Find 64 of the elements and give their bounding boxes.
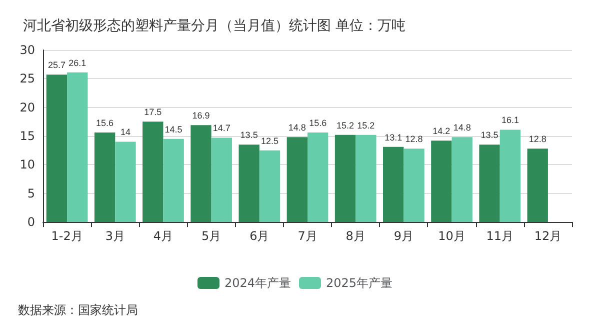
data-label: 13.1 [384, 132, 402, 142]
y-tick-label: 0 [27, 215, 35, 229]
chart-title: 河北省初级形态的塑料产量分月（当月值）统计图 单位：万吨 [23, 18, 406, 34]
y-tick-label: 5 [27, 186, 35, 200]
data-label: 12.5 [260, 136, 279, 146]
bar [383, 146, 404, 222]
data-label: 15.6 [96, 118, 114, 128]
x-tick-label: 4月 [153, 229, 174, 243]
bar [67, 72, 88, 222]
bar [452, 137, 472, 222]
y-tick-label: 20 [20, 100, 35, 114]
x-tick-label: 3月 [105, 229, 125, 243]
bar [404, 148, 424, 222]
data-label: 15.2 [357, 120, 375, 130]
data-label: 25.7 [48, 60, 66, 70]
bar [259, 150, 280, 222]
bar [142, 122, 164, 222]
bar [190, 125, 212, 222]
data-label: 14.5 [164, 124, 182, 134]
x-tick-label: 1-2月 [51, 229, 83, 243]
data-label: 16.9 [192, 110, 210, 121]
data-label: 16.1 [501, 115, 519, 126]
y-tick-label: 15 [20, 129, 35, 143]
bar [115, 142, 136, 222]
x-tick-label: 6月 [250, 229, 270, 243]
data-label: 12.8 [528, 134, 546, 144]
data-label: 14.7 [212, 123, 230, 134]
x-tick-label: 11月 [486, 229, 514, 243]
y-tick-label: 25 [20, 72, 35, 86]
bar [334, 134, 356, 222]
data-label: 15.6 [309, 118, 327, 128]
data-label: 15.2 [336, 120, 354, 130]
legend-label: 2025年产量 [326, 276, 393, 290]
bar [500, 130, 521, 222]
data-label: 12.8 [405, 134, 423, 144]
bar [527, 148, 548, 222]
source-note: 数据来源：国家统计局 [18, 303, 138, 317]
x-tick-label: 5月 [202, 229, 222, 243]
bar [238, 144, 260, 222]
bar [46, 74, 68, 222]
data-label: 13.5 [240, 130, 258, 140]
x-tick-label: 7月 [298, 229, 318, 243]
bar [356, 134, 376, 222]
bar [479, 144, 500, 222]
data-label: 26.1 [68, 58, 86, 68]
x-tick-label: 9月 [394, 229, 414, 243]
bar [286, 137, 308, 222]
y-tick-label: 10 [20, 158, 35, 172]
y-tick-label: 30 [20, 43, 35, 57]
bar [308, 132, 328, 222]
x-tick-label: 12月 [534, 229, 562, 243]
bar [431, 140, 452, 222]
data-label: 17.5 [144, 107, 162, 118]
bar [211, 138, 232, 222]
data-label: 14.8 [288, 122, 306, 133]
x-tick-label: 8月 [346, 229, 366, 243]
x-tick-label: 10月 [438, 229, 466, 243]
data-label: 13.5 [480, 130, 498, 140]
data-label: 14.8 [453, 122, 471, 133]
bar [163, 138, 184, 222]
data-label: 14 [120, 127, 130, 138]
data-label: 14.2 [432, 126, 450, 136]
bar [94, 132, 116, 222]
legend-label: 2024年产量 [224, 276, 292, 290]
